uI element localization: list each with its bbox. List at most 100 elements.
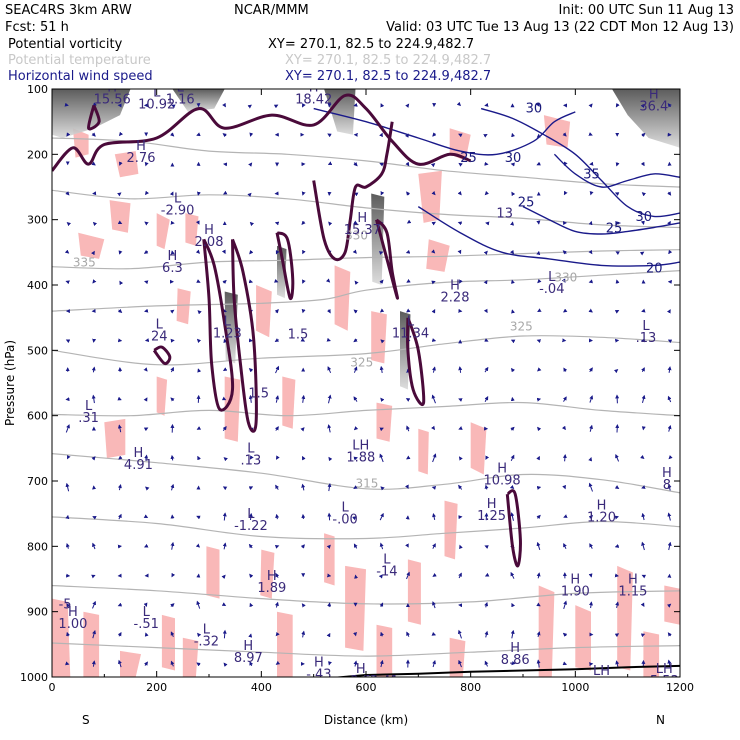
pv-extremum-value: 1.00 bbox=[58, 617, 87, 632]
y-tick-label: 700 bbox=[27, 475, 48, 488]
wind-vector bbox=[118, 131, 124, 137]
wind-vector bbox=[249, 132, 254, 137]
wind-vector bbox=[170, 631, 175, 638]
y-tick-label: 800 bbox=[27, 540, 48, 553]
wind-vector bbox=[327, 512, 332, 521]
y-tick-label: 200 bbox=[27, 148, 48, 161]
pv-extremum-marker: H bbox=[314, 655, 324, 670]
wind-vector bbox=[197, 455, 201, 461]
wind-vector bbox=[117, 602, 123, 607]
wind-vector bbox=[274, 544, 280, 549]
wind-vector bbox=[117, 484, 122, 491]
wind-vector bbox=[221, 574, 226, 579]
wind-vector bbox=[562, 250, 567, 255]
wind-vector bbox=[536, 602, 541, 607]
wind-vector bbox=[170, 250, 175, 255]
wind-vector bbox=[379, 512, 384, 521]
negative-pv-region bbox=[260, 549, 275, 599]
negative-pv-region bbox=[282, 376, 296, 429]
pv-extremum-value: 8 bbox=[663, 478, 671, 493]
wind-vector bbox=[302, 455, 306, 461]
wind-vector bbox=[353, 366, 358, 373]
wind-vector bbox=[615, 453, 620, 462]
wind-vector bbox=[354, 280, 359, 285]
wind-vector bbox=[301, 308, 306, 314]
y-tick-label: 400 bbox=[27, 279, 48, 292]
wind-vector bbox=[248, 368, 254, 373]
wind-vector bbox=[536, 572, 541, 579]
wind-vector bbox=[484, 630, 489, 638]
wind-vector bbox=[510, 367, 516, 373]
pv-extremum-value: 11.34 bbox=[392, 326, 429, 341]
wind-vector bbox=[379, 427, 384, 432]
wind-vector bbox=[223, 457, 228, 462]
pv-extremum-value: 3.53 bbox=[587, 676, 616, 691]
pv-extremum-value: -1.22 bbox=[234, 519, 268, 534]
wind-vector bbox=[667, 366, 672, 373]
wind-vector bbox=[457, 249, 462, 255]
wind-vector bbox=[302, 103, 306, 108]
wind-vector bbox=[406, 278, 411, 283]
wind-vector bbox=[92, 600, 96, 609]
wind-vector bbox=[91, 366, 96, 373]
negative-pv-region bbox=[470, 422, 487, 475]
wind-vector bbox=[484, 103, 489, 107]
field-xy-theta: XY= 270.1, 82.5 to 224.9,482.7 bbox=[285, 53, 491, 68]
wind-vector bbox=[170, 397, 175, 402]
wind-vector bbox=[170, 132, 175, 137]
wind-vector bbox=[170, 603, 175, 608]
wind-vector bbox=[196, 279, 201, 283]
negative-pv-region bbox=[418, 170, 442, 223]
x-axis-label: Distance (km) bbox=[324, 713, 408, 727]
wind-vector bbox=[405, 161, 410, 167]
wind-vector bbox=[563, 542, 567, 550]
wind-vector bbox=[222, 279, 227, 285]
pv-extremum-value: 1.5 bbox=[288, 328, 309, 343]
negative-pv-region bbox=[156, 213, 170, 250]
wind-vector bbox=[222, 486, 228, 491]
negative-pv-region bbox=[376, 402, 393, 442]
pv-extremum-marker: L bbox=[548, 270, 556, 285]
wind-vector bbox=[66, 132, 71, 137]
wind-vector bbox=[615, 221, 620, 226]
pv-extremum-marker: H bbox=[597, 499, 607, 514]
theta-contour bbox=[52, 401, 680, 417]
wind-vector bbox=[65, 424, 70, 433]
wind-vector bbox=[588, 279, 594, 284]
wind-vector bbox=[536, 339, 542, 344]
wind-vector bbox=[379, 453, 384, 463]
pv-extremum-marker: H bbox=[243, 639, 253, 654]
wind-vector bbox=[406, 631, 410, 637]
pv-extremum-marker: H bbox=[487, 497, 497, 512]
pv-extremum-value: -.43 bbox=[306, 667, 331, 682]
wind-vector bbox=[458, 398, 463, 402]
wind-vector bbox=[379, 251, 384, 255]
wind-vector bbox=[327, 424, 332, 433]
wind-vector bbox=[484, 396, 489, 402]
theta-label: 325 bbox=[350, 356, 373, 370]
x-tick-label: 800 bbox=[460, 681, 481, 694]
wind-vector bbox=[195, 220, 200, 225]
wind-vector bbox=[667, 191, 672, 196]
theta-contour bbox=[52, 249, 680, 270]
wind-vector bbox=[406, 191, 411, 196]
wind-vector bbox=[144, 308, 149, 313]
wind-vector bbox=[353, 426, 359, 431]
negative-pv-region bbox=[109, 200, 131, 233]
wind-vector bbox=[405, 398, 411, 402]
wind-vector bbox=[222, 133, 227, 138]
pv-extremum-value: -.32 bbox=[194, 635, 219, 650]
wind-speed-contour bbox=[480, 107, 680, 218]
south-label: S bbox=[82, 713, 90, 727]
wind-vector bbox=[118, 455, 123, 460]
wind-vector bbox=[301, 220, 306, 225]
pv-contour bbox=[312, 121, 394, 262]
wind-vector bbox=[195, 249, 200, 254]
negative-pv-region bbox=[426, 239, 450, 272]
wind-vector bbox=[641, 308, 646, 313]
wind-vector bbox=[641, 574, 647, 579]
wind-vector bbox=[537, 426, 542, 432]
wind-vector bbox=[328, 456, 333, 462]
pv-extremum-value: 1.5 bbox=[248, 386, 269, 401]
wind-vector bbox=[563, 514, 568, 518]
